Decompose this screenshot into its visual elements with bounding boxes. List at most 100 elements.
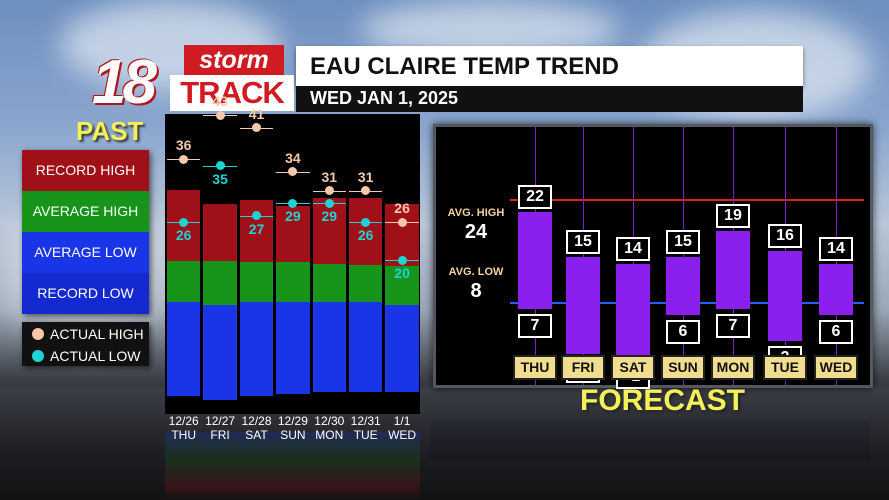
average-high-band [312, 264, 346, 302]
past-column [349, 114, 383, 414]
record-high-band [312, 198, 346, 264]
forecast-day-tag: WED [814, 355, 858, 380]
actual-high-value: 31 [357, 168, 374, 185]
actual-high-value: 41 [248, 105, 265, 122]
legend-actual-low-label: ACTUAL LOW [50, 348, 141, 364]
average-high-band [167, 261, 201, 302]
forecast-bar [819, 263, 853, 316]
average-low-band [312, 302, 346, 392]
actual-high-value: 34 [285, 149, 301, 166]
past-x-label: 12/31 TUE [346, 414, 386, 442]
forecast-bar [716, 231, 750, 309]
past-chart: 36 26 43 35 41 27 34 29 31 29 31 26 26 20 [165, 93, 420, 414]
page-title: EAU CLAIRE TEMP TREND [310, 53, 619, 80]
forecast-panel: AVG. HIGH 24 AVG. LOW 8 22715014-1156197… [433, 124, 873, 390]
past-day-label: WED [388, 428, 417, 442]
average-high-band [385, 266, 419, 305]
logo-track: TRACK [170, 75, 294, 111]
chart-reflection [165, 432, 420, 500]
record-high-band [276, 206, 310, 262]
forecast-bar [666, 257, 700, 316]
average-low-band [385, 305, 419, 392]
legend-average-high: AVERAGE HIGH [22, 191, 149, 232]
actual-low-dot [397, 255, 407, 265]
legend-record-low: RECORD LOW [22, 273, 149, 314]
actual-low-value: 35 [212, 170, 228, 187]
actual-low-dot [324, 198, 334, 208]
average-low-band [167, 302, 201, 396]
forecast-low-value: 7 [716, 313, 750, 338]
actual-low-value: 29 [321, 208, 338, 225]
past-date-label: 12/30 [314, 414, 345, 428]
legend-actual-high-label: ACTUAL HIGH [50, 326, 144, 342]
average-low-band [349, 302, 383, 392]
actual-high-value: 36 [175, 137, 192, 154]
legend-actual-low: ACTUAL LOW [22, 346, 149, 366]
past-label: PAST [76, 116, 144, 146]
avg-low-label: AVG. LOW [448, 266, 504, 278]
forecast-high-value: 14 [616, 236, 650, 261]
average-low-band [239, 302, 274, 396]
past-day-label: FRI [210, 428, 230, 442]
past-day-label: SUN [280, 428, 306, 442]
actual-high-value: 26 [394, 200, 410, 217]
legend-record-high: RECORD HIGH [22, 150, 149, 191]
actual-low-dot-icon [32, 350, 44, 362]
record-high-band [349, 198, 383, 265]
actual-high-dot [252, 123, 261, 133]
actual-high-dot [397, 217, 407, 227]
forecast-day-tag: FRI [561, 355, 605, 380]
average-high-band [349, 265, 383, 302]
legend-average-low: AVERAGE LOW [22, 232, 149, 273]
forecast-high-value: 15 [666, 230, 700, 255]
past-x-label: 12/29 SUN [273, 414, 313, 442]
past-date-label: 12/27 [205, 414, 236, 428]
forecast-low-value: 6 [819, 320, 853, 345]
average-low-band [276, 302, 310, 394]
avg-high-label: AVG. HIGH [447, 207, 505, 219]
actual-low-dot [252, 211, 261, 221]
forecast-day-tag: SUN [661, 355, 705, 380]
forecast-day-tag: THU [513, 355, 557, 380]
title-bar: EAU CLAIRE TEMP TREND [296, 46, 803, 86]
past-date-label: 12/29 [277, 414, 308, 428]
past-day-label: THU [171, 428, 197, 442]
actual-low-dot [288, 198, 298, 208]
band-legend: RECORD HIGH AVERAGE HIGH AVERAGE LOW REC… [22, 150, 149, 314]
average-high-band [239, 262, 274, 302]
past-day-label: MON [315, 428, 344, 442]
past-date-label: 1/1 [393, 414, 411, 428]
forecast-bar [518, 212, 552, 309]
past-day-label: SAT [245, 428, 268, 442]
studio-floor [0, 388, 889, 500]
past-x-label: 12/30 MON [309, 414, 349, 442]
average-high-band [276, 262, 310, 302]
past-column [203, 114, 237, 414]
past-column [276, 114, 310, 414]
logo-number: 18 [92, 48, 157, 117]
forecast-high-value: 16 [768, 223, 802, 248]
actual-high-dot [361, 186, 371, 196]
forecast-day-tag: TUE [763, 355, 807, 380]
marker-legend: ACTUAL HIGH ACTUAL LOW [22, 322, 149, 366]
avg-high-value: 24 [464, 221, 488, 243]
forecast-bar [566, 257, 600, 354]
past-x-label: 12/27 FRI [200, 414, 240, 442]
past-column [312, 114, 346, 414]
actual-low-dot [179, 217, 189, 227]
date-text: WED JAN 1, 2025 [310, 88, 459, 108]
past-x-label: 1/1 WED [382, 414, 422, 442]
actual-high-value: 31 [321, 168, 338, 185]
actual-high-dot [288, 167, 298, 177]
actual-high-dot [179, 154, 189, 164]
forecast-low-value: 6 [666, 320, 700, 345]
avg-high-line [510, 199, 864, 202]
actual-high-dot [324, 186, 334, 196]
past-date-label: 12/31 [350, 414, 381, 428]
actual-low-dot [215, 161, 225, 170]
actual-low-value: 29 [285, 208, 301, 225]
date-bar: WED JAN 1, 2025 [296, 86, 803, 112]
actual-high-dot [215, 110, 225, 120]
record-high-band [239, 200, 274, 262]
average-low-band [203, 305, 237, 400]
